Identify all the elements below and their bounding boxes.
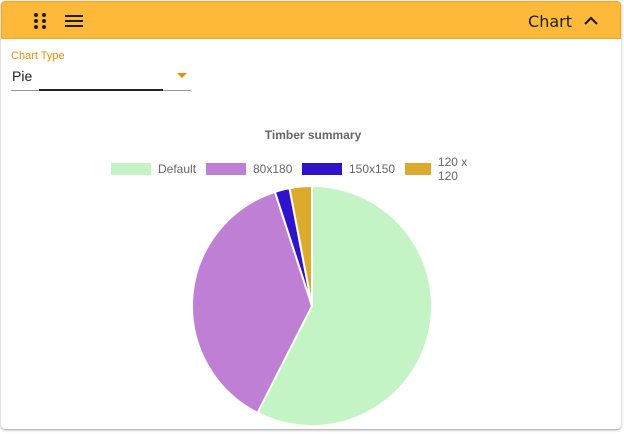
legend-swatch	[405, 163, 431, 175]
legend-label: 150x150	[349, 162, 396, 176]
chevron-up-icon[interactable]	[582, 12, 600, 30]
pie-slice-80x180[interactable]	[191, 190, 314, 415]
panel-header: Chart	[1, 1, 621, 39]
chart-panel: Chart Chart Type Pie Timber summary Defa…	[1, 1, 621, 429]
drag-handle-icon[interactable]	[30, 11, 50, 31]
legend-item-120x120[interactable]: 120 x 120	[405, 155, 472, 183]
pie-slice-120x120[interactable]	[288, 184, 313, 307]
legend-swatch	[206, 163, 246, 175]
chart-title: Timber summary	[264, 128, 362, 142]
legend-swatch	[302, 163, 342, 175]
legend-label: 80x180	[253, 162, 293, 176]
legend-item-80x180[interactable]: 80x180	[206, 161, 292, 177]
select-focus-underline	[39, 89, 163, 91]
dropdown-caret-icon[interactable]	[177, 73, 187, 78]
legend-item-default[interactable]: Default	[111, 161, 196, 177]
chart-type-value: Pie	[12, 68, 33, 84]
chart-type-select[interactable]: Pie	[11, 65, 191, 91]
legend-item-150x150[interactable]: 150x150	[302, 161, 395, 177]
legend-swatch	[111, 163, 151, 175]
legend-label: 120 x 120	[437, 155, 468, 183]
menu-icon[interactable]	[64, 11, 84, 31]
panel-title: Chart	[528, 12, 572, 31]
pie-chart	[191, 184, 433, 427]
chart-type-label: Chart Type	[11, 50, 65, 62]
pie-slice-default[interactable]	[256, 184, 433, 427]
legend-label: Default	[158, 162, 197, 176]
